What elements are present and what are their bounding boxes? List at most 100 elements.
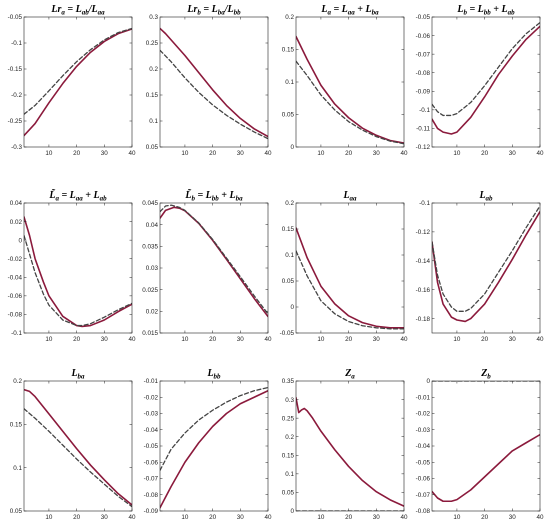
y-tick-label: 0.2 <box>285 14 294 21</box>
series-line-dashed <box>432 21 540 117</box>
x-tick-label: 30 <box>509 336 517 343</box>
y-tick-label: 0 <box>290 144 294 151</box>
y-tick-label: -0.09 <box>416 88 431 95</box>
y-tick-label: -0.06 <box>8 293 23 300</box>
panel-1: Lra = Lab/Laa 10 20 30 40 -0.3 -0.25 -0.2 -0.15 -… <box>8 4 136 157</box>
series-line-dashed <box>160 204 268 315</box>
x-tick-label: 30 <box>237 150 245 157</box>
x-tick-label: 40 <box>536 514 544 521</box>
panel-2: Lrb = Lba/Lbb 10 20 30 40 0.05 0.1 0.15 0.2 0.25 0… <box>146 4 272 157</box>
axis-frame <box>159 380 269 512</box>
y-tick-label: 0.04 <box>146 222 159 229</box>
y-tick-label: -0.01 <box>144 378 159 385</box>
y-tick-label: -0.14 <box>416 258 431 265</box>
y-tick-label: 0.1 <box>149 118 158 125</box>
y-tick-label: 0.15 <box>282 47 295 54</box>
panel-title: Zb <box>480 368 491 381</box>
y-tick-label: 0.25 <box>146 40 159 47</box>
y-tick-label: 0.02 <box>10 219 23 226</box>
y-tick-label: -0.1 <box>419 200 430 207</box>
y-tick-label: -0.04 <box>416 443 431 450</box>
y-tick-label: -0.06 <box>144 459 159 466</box>
x-tick-label: 20 <box>73 150 81 157</box>
x-tick-label: 30 <box>101 336 109 343</box>
x-tick-label: 40 <box>400 150 408 157</box>
y-tick-label: 0.05 <box>282 278 295 285</box>
y-tick-label: -0.05 <box>144 443 159 450</box>
x-tick-label: 30 <box>101 514 109 521</box>
y-tick-label: -0.05 <box>8 14 23 21</box>
panel-title: Lrb = Lba/Lbb <box>186 4 241 17</box>
x-tick-label: 20 <box>73 336 81 343</box>
x-tick-label: 30 <box>373 150 381 157</box>
y-tick-label: 0.3 <box>285 397 294 404</box>
y-tick-label: 0.1 <box>13 465 22 472</box>
x-tick-label: 20 <box>209 150 217 157</box>
x-tick-label: 20 <box>345 150 353 157</box>
y-tick-label: 0.025 <box>142 287 158 294</box>
y-tick-label: -0.02 <box>8 256 23 263</box>
panel-title: Lba <box>70 368 85 381</box>
y-tick-label: -0.07 <box>416 51 431 58</box>
x-tick-label: 20 <box>481 150 489 157</box>
x-tick-label: 20 <box>73 514 81 521</box>
panel-8: Lab 10 20 30 40 -0.18 -0.16 -0.14 -0.12 -0.1 <box>416 190 544 343</box>
panel-12: Zb 10 20 30 40 -0.08 -0.07 -0.06 -0.05 -0.04 -0.03… <box>416 368 544 521</box>
y-tick-label: -0.01 <box>416 394 431 401</box>
panel-10: Lbb 10 20 30 40 -0.09 -0.08 -0.07 -0.06 -0.05 -0.0… <box>144 368 272 521</box>
y-tick-label: -0.07 <box>416 492 431 499</box>
x-tick-label: 30 <box>101 150 109 157</box>
x-tick-label: 30 <box>509 514 517 521</box>
y-tick-label: 0.15 <box>282 226 295 233</box>
y-tick-label: 0.2 <box>13 378 22 385</box>
y-tick-label: -0.03 <box>144 411 159 418</box>
x-tick-label: 30 <box>237 514 245 521</box>
x-tick-label: 10 <box>181 150 189 157</box>
x-tick-label: 10 <box>453 150 461 157</box>
panel-7: Laa 10 20 30 40 -0.05 0 0.05 0.1 0.15 0.2 <box>280 190 408 343</box>
y-tick-label: -0.2 <box>11 92 22 99</box>
y-tick-label: 0.1 <box>285 252 294 259</box>
y-tick-label: 0 <box>426 378 430 385</box>
y-tick-label: -0.1 <box>11 330 22 337</box>
axis-frame <box>295 380 405 512</box>
axis-frame <box>159 16 269 148</box>
x-tick-label: 40 <box>264 150 272 157</box>
series-line-dashed <box>24 27 132 115</box>
x-tick-label: 40 <box>264 336 272 343</box>
series-line-dashed <box>160 386 268 472</box>
x-tick-label: 40 <box>264 514 272 521</box>
y-tick-label: 0.05 <box>146 144 159 151</box>
x-tick-label: 10 <box>317 150 325 157</box>
x-tick-label: 10 <box>181 336 189 343</box>
x-tick-label: 10 <box>453 514 461 521</box>
y-tick-label: 0.2 <box>149 66 158 73</box>
panel-title: Laa <box>342 190 357 203</box>
y-tick-label: -0.05 <box>416 14 431 21</box>
x-tick-label: 10 <box>317 336 325 343</box>
y-tick-label: -0.05 <box>280 330 295 337</box>
panel-3: La = Laa + Lba 10 20 30 40 0 0.05 0.1 0.15 0.2 <box>282 4 408 157</box>
axis-frame <box>23 16 133 148</box>
x-tick-label: 20 <box>209 336 217 343</box>
y-tick-label: -0.09 <box>144 508 159 515</box>
series-line-dashed <box>432 205 540 312</box>
x-tick-label: 10 <box>45 514 53 521</box>
y-tick-label: -0.08 <box>416 70 431 77</box>
y-tick-label: -0.12 <box>416 144 431 151</box>
series-line-solid <box>296 35 404 144</box>
axis-frame <box>23 380 133 512</box>
axis-frame <box>23 202 133 334</box>
x-tick-label: 10 <box>45 336 53 343</box>
x-tick-label: 40 <box>400 514 408 521</box>
panel-title: Lb = Lbb + Lab <box>456 4 515 17</box>
y-tick-label: 0.35 <box>282 378 295 385</box>
y-tick-label: 0.2 <box>285 200 294 207</box>
series-line-solid <box>432 25 540 135</box>
panel-11: Za 10 20 30 40 0 0.05 0.1 0.15 0.2 0.25 0.3 0.35 <box>282 368 408 521</box>
y-tick-label: 0.015 <box>142 330 158 337</box>
y-tick-label: -0.3 <box>11 144 22 151</box>
y-tick-label: 0.15 <box>282 452 295 459</box>
series-line-dashed <box>160 49 268 140</box>
panel-title: Za <box>344 368 355 381</box>
